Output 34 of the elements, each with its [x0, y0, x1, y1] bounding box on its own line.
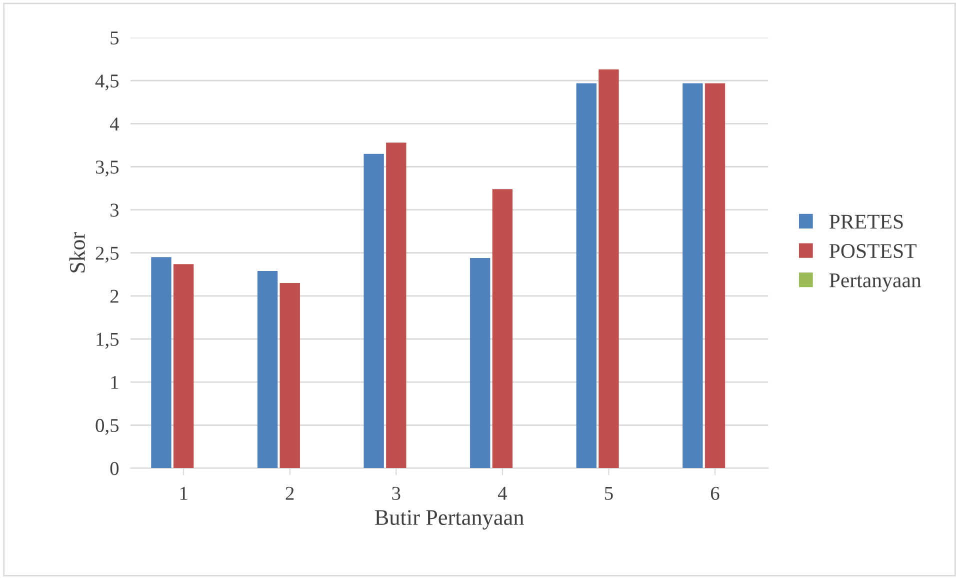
- y-tick-label: 4,5: [95, 74, 119, 90]
- x-tick-label: 2: [286, 486, 294, 500]
- x-axis-title: Butir Pertanyaan: [374, 510, 524, 530]
- y-tick-label: 0: [110, 462, 119, 476]
- y-tick-label: 3,5: [96, 160, 119, 176]
- x-tick-label: 1: [180, 486, 188, 500]
- bar: [704, 83, 726, 468]
- y-axis-title: Skor: [69, 232, 85, 272]
- bar: [470, 258, 490, 468]
- y-tick-label: 2: [110, 290, 118, 303]
- y-tick-label: 4: [110, 118, 120, 130]
- bar: [682, 83, 703, 468]
- y-tick-label: 3: [110, 204, 119, 217]
- bar: [280, 283, 300, 468]
- bar: [386, 142, 406, 468]
- bar: [598, 69, 619, 468]
- bar: [364, 154, 384, 468]
- x-tick-label: 6: [710, 486, 720, 500]
- bar: [576, 83, 596, 468]
- bar: [492, 189, 513, 468]
- bar: [257, 270, 278, 468]
- bar: [151, 257, 172, 468]
- y-tick-label: 1: [111, 376, 118, 389]
- y-tick-label: 0,5: [96, 418, 119, 435]
- legend-label: POSTEST: [829, 244, 916, 258]
- legend-label: Pertanyaan: [829, 274, 922, 292]
- y-tick-label: 1,5: [96, 332, 119, 349]
- x-tick-label: 4: [498, 486, 507, 500]
- x-tick-label: 3: [392, 486, 400, 500]
- y-tick-label: 2,5: [96, 246, 119, 263]
- x-tick-label: 5: [604, 486, 613, 500]
- legend-label: PRETES: [829, 214, 903, 229]
- bar: [173, 264, 194, 468]
- y-tick-label: 5: [110, 32, 119, 45]
